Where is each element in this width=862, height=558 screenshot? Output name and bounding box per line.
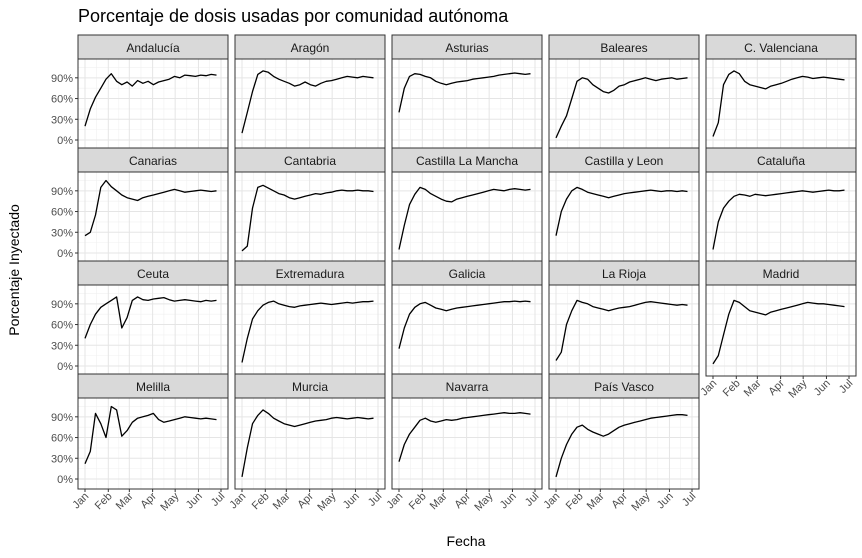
facet-panel-c-valenciana: C. Valenciana: [705, 34, 857, 151]
y-tick-label: 90%: [51, 299, 73, 311]
strip-label: Murcia: [292, 380, 328, 394]
series-line-canarias: [84, 179, 217, 237]
strip-label: Aragón: [291, 41, 330, 55]
strip-label: Asturias: [445, 41, 488, 55]
series-line-navarra: [398, 412, 531, 462]
y-tick-label: 30%: [51, 340, 73, 352]
y-axis-title: Porcentaje Inyectado: [6, 204, 22, 336]
series-line-pais-vasco: [555, 414, 688, 478]
facet-panel-cantabria: Cantabria: [234, 147, 386, 264]
strip-label: Galicia: [449, 267, 486, 281]
y-tick-label: 0%: [57, 248, 73, 260]
strip-label: Madrid: [763, 267, 800, 281]
facet-panel-andalucia: Andalucía 0% 30% 60% 90%: [51, 34, 229, 151]
y-tick-label: 60%: [51, 320, 73, 332]
strip-background: [234, 260, 386, 286]
strip-label: País Vasco: [594, 380, 654, 394]
facet-panel-murcia: Murcia: [234, 373, 386, 490]
series-line-extremadura: [241, 300, 374, 363]
strip-label: Ceuta: [137, 267, 169, 281]
strip-background: [548, 147, 700, 173]
facet-panel-galicia: Galicia: [391, 260, 543, 377]
strip-label: Cantabria: [284, 154, 336, 168]
y-tick-label: 90%: [51, 412, 73, 424]
strip-label: Baleares: [600, 41, 647, 55]
y-tick-label: 30%: [51, 227, 73, 239]
strip-background: [548, 34, 700, 60]
strip-label: Navarra: [446, 380, 489, 394]
strip-background: [548, 260, 700, 286]
series-line-galicia: [398, 300, 531, 349]
facet-panel-castilla-y-leon: Castilla y Leon: [548, 147, 700, 264]
y-tick-label: 60%: [51, 94, 73, 106]
strip-label: Extremadura: [276, 267, 345, 281]
y-tick-label: 0%: [57, 361, 73, 373]
facet-panel-canarias: Canarias 0% 30% 60% 90%: [51, 147, 229, 264]
facet-panel-la-rioja: La Rioja: [548, 260, 700, 377]
strip-label: Cataluña: [757, 154, 805, 168]
facet-panel-madrid: Madrid: [705, 260, 857, 377]
strip-label: Canarias: [129, 154, 177, 168]
strip-background: [705, 260, 857, 286]
facet-panel-baleares: Baleares: [548, 34, 700, 151]
y-tick-label: 90%: [51, 186, 73, 198]
facet-panel-asturias: Asturias: [391, 34, 543, 151]
facet-panel-extremadura: Extremadura: [234, 260, 386, 377]
x-axis-title: Fecha: [447, 533, 486, 549]
y-tick-label: 0%: [57, 135, 73, 147]
strip-label: Melilla: [136, 380, 170, 394]
series-line-madrid: [712, 299, 845, 365]
facet-panel-melilla: Melilla 0% 30% 60% 90%: [51, 373, 229, 490]
series-line-andalucia: [84, 73, 217, 127]
strip-label: Castilla y Leon: [585, 154, 664, 168]
series-line-cataluna: [712, 189, 845, 250]
facet-panel-cataluna: Cataluña: [705, 147, 857, 264]
strip-background: [391, 373, 543, 399]
strip-label: La Rioja: [602, 267, 646, 281]
series-line-castilla-la-mancha: [398, 186, 531, 250]
series-line-la-rioja: [555, 299, 688, 361]
series-line-melilla: [84, 405, 217, 465]
facet-panel-aragon: Aragón: [234, 34, 386, 151]
strip-label: C. Valenciana: [744, 41, 818, 55]
strip-background: [391, 260, 543, 286]
strip-background: [234, 147, 386, 173]
strip-background: [234, 34, 386, 60]
facet-panel-navarra: Navarra: [391, 373, 543, 490]
y-tick-label: 30%: [51, 114, 73, 126]
facet-panel-castilla-la-mancha: Castilla La Mancha: [391, 147, 543, 264]
series-line-cantabria: [241, 184, 374, 252]
series-line-aragon: [241, 70, 374, 134]
strip-label: Castilla La Mancha: [416, 154, 518, 168]
chart-title: Porcentaje de dosis usadas por comunidad…: [78, 6, 509, 26]
series-line-castilla-y-leon: [555, 186, 688, 236]
strip-background: [391, 34, 543, 60]
series-line-murcia: [241, 409, 374, 478]
strip-background: [77, 34, 229, 60]
facet-panels: Andalucía 0% 30% 60% 90% Aragón Asturias Balear…: [51, 34, 857, 490]
facet-panel-pais-vasco: País Vasco: [548, 373, 700, 490]
y-tick-label: 90%: [51, 73, 73, 85]
y-tick-label: 30%: [51, 453, 73, 465]
strip-label: Andalucía: [126, 41, 180, 55]
strip-background: [391, 147, 543, 173]
facet-panel-ceuta: Ceuta 0% 30% 60% 90%: [51, 260, 229, 377]
y-tick-label: 0%: [57, 474, 73, 486]
strip-background: [705, 147, 857, 173]
strip-background: [77, 147, 229, 173]
series-line-ceuta: [84, 296, 217, 339]
y-tick-label: 60%: [51, 433, 73, 445]
series-line-c-valenciana: [712, 70, 845, 137]
series-line-asturias: [398, 72, 531, 113]
series-line-baleares: [555, 77, 688, 139]
y-tick-label: 60%: [51, 207, 73, 219]
